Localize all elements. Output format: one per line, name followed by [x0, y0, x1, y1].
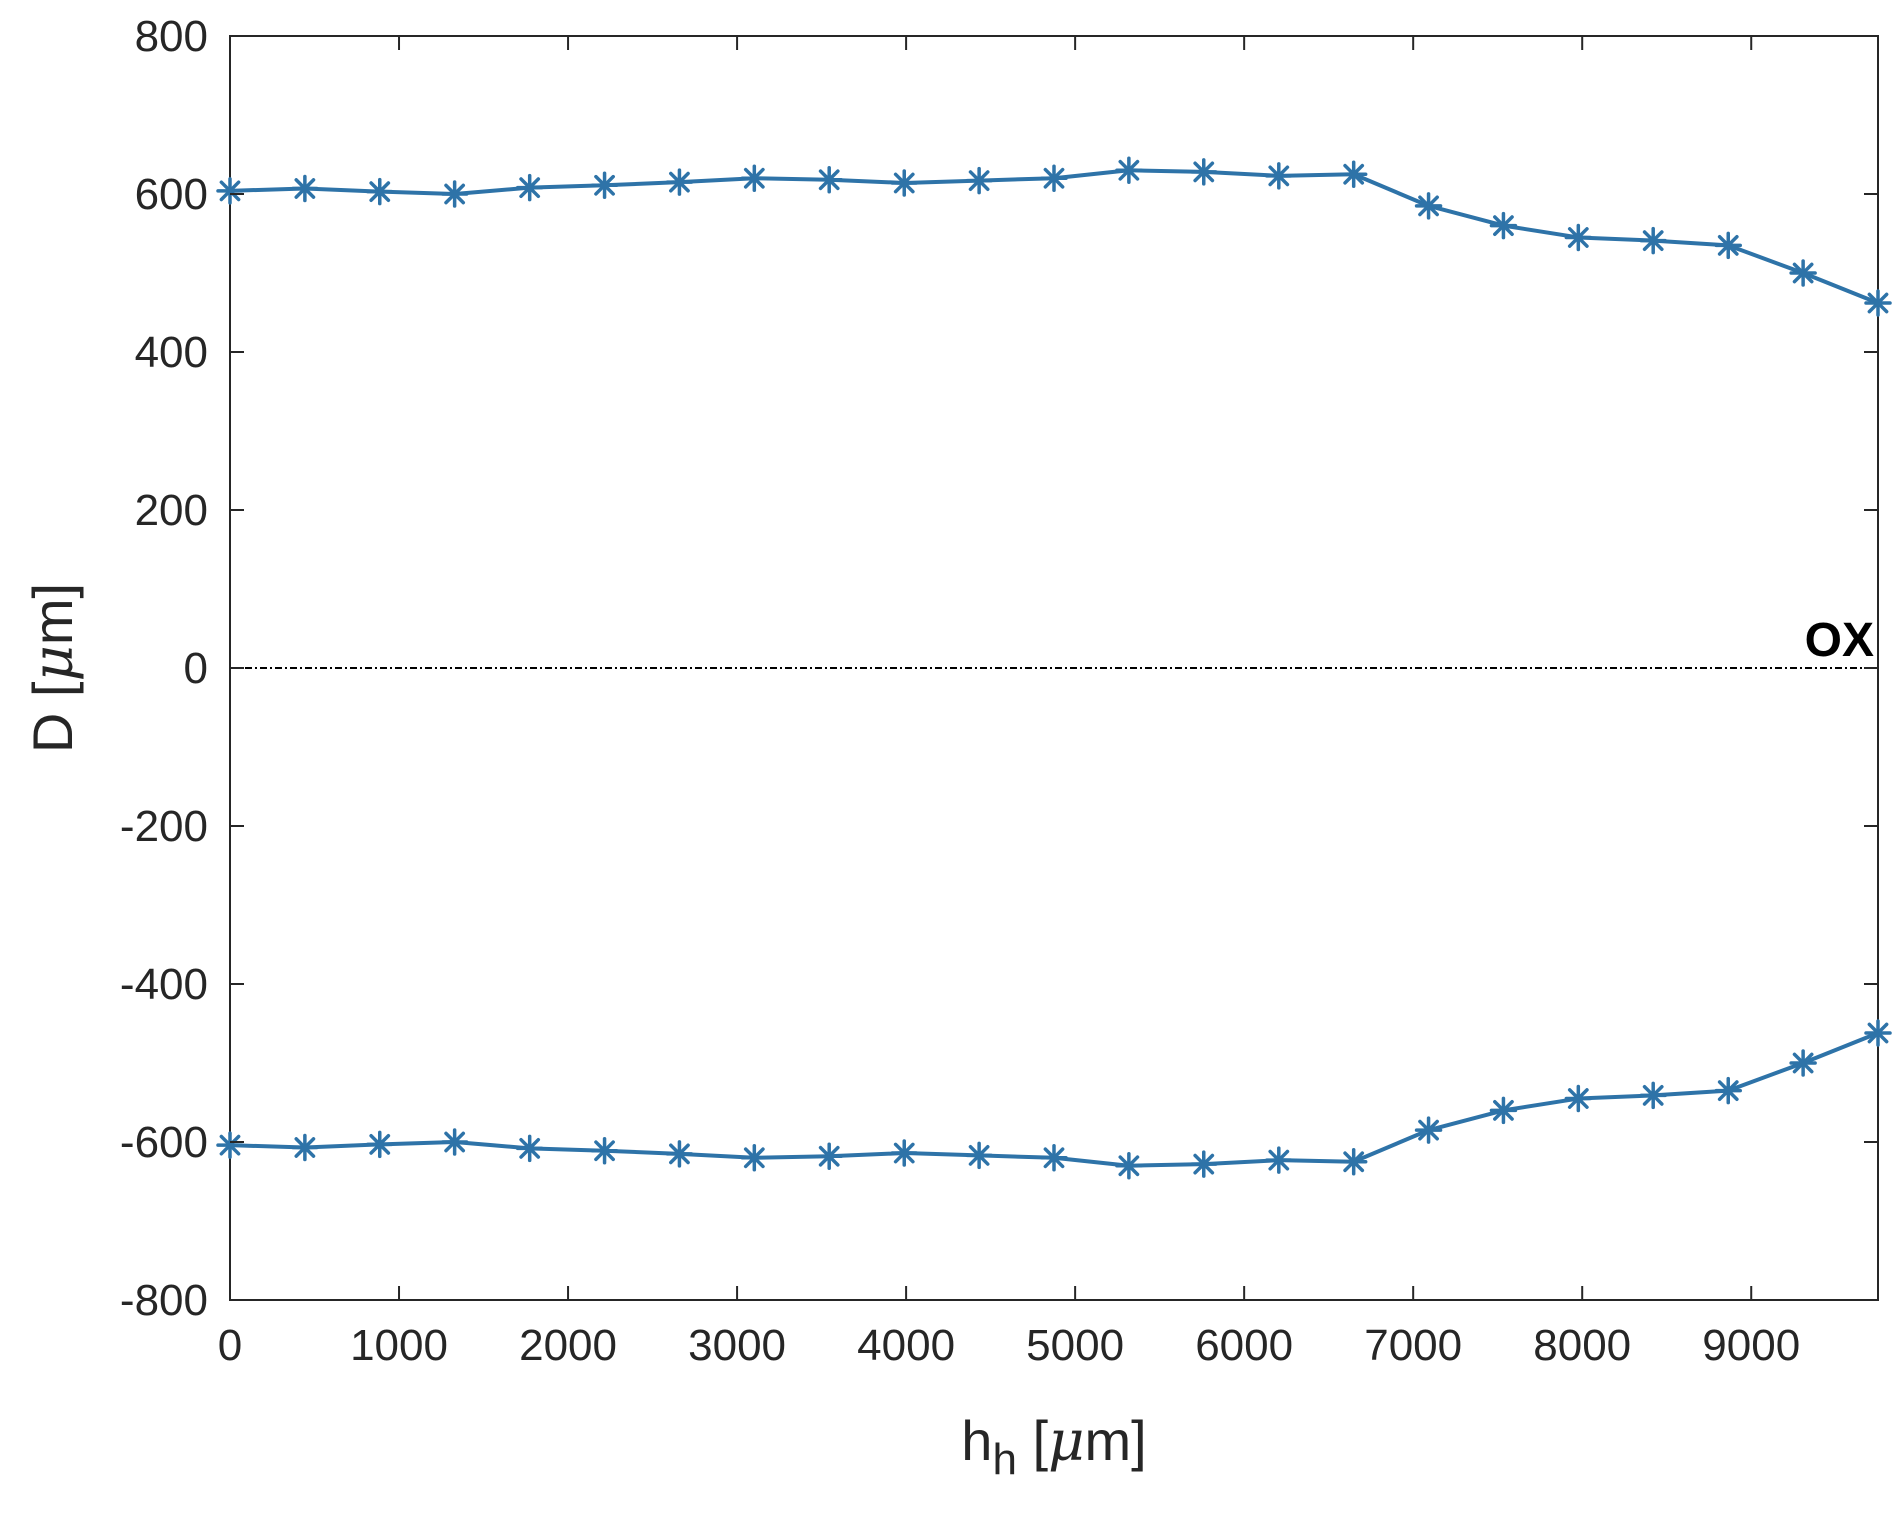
y-axis-title-main: D [ — [21, 681, 84, 753]
data-point-marker — [590, 171, 619, 200]
data-point-marker — [440, 1128, 469, 1156]
data-point-marker — [1714, 1076, 1742, 1105]
series-lower — [216, 1019, 1892, 1180]
data-point-marker — [740, 164, 769, 192]
data-point-marker — [291, 1133, 319, 1162]
data-point-marker — [1115, 1151, 1143, 1180]
data-point-marker — [1040, 164, 1068, 192]
data-point-marker — [1489, 1096, 1518, 1125]
x-tick-label: 4000 — [857, 1321, 955, 1370]
data-point-marker — [815, 166, 843, 194]
y-axis-title: D [μm] — [21, 583, 86, 753]
data-point-marker — [1339, 1148, 1368, 1176]
data-point-marker — [1639, 1081, 1667, 1110]
y-tick-label: -800 — [120, 1276, 208, 1325]
data-point-marker — [1339, 160, 1368, 188]
y-tick-label: 400 — [135, 328, 208, 377]
data-point-marker — [1115, 156, 1143, 185]
data-point-marker — [1489, 211, 1518, 240]
x-tick-label: 8000 — [1533, 1321, 1631, 1370]
x-axis-title-unit-open: [ — [1017, 1409, 1049, 1472]
data-point-marker — [1864, 1019, 1892, 1047]
x-axis-title-main: h — [961, 1409, 992, 1472]
x-axis-title-unit-rest: m] — [1084, 1409, 1146, 1472]
data-point-marker — [1789, 259, 1817, 287]
x-tick-label: 9000 — [1702, 1321, 1800, 1370]
data-point-marker — [1040, 1144, 1068, 1172]
data-point-marker — [1789, 1049, 1817, 1077]
labels-layer: OX hh [μm] D [μm] — [21, 583, 1874, 1484]
data-point-marker — [1190, 1150, 1218, 1178]
data-point-marker — [590, 1136, 619, 1165]
series-upper — [216, 156, 1892, 317]
data-point-marker — [965, 1141, 993, 1170]
data-point-marker — [291, 174, 319, 203]
x-tick-label: 2000 — [519, 1321, 617, 1370]
data-point-marker — [815, 1142, 843, 1170]
data-point-marker — [216, 1131, 244, 1159]
x-tick-label: 7000 — [1364, 1321, 1462, 1370]
data-point-marker — [1714, 231, 1742, 260]
x-axis-title: hh [μm] — [961, 1409, 1146, 1484]
data-point-marker — [665, 168, 694, 196]
data-point-marker — [1864, 289, 1892, 317]
data-point-marker — [1265, 162, 1293, 190]
y-tick-label: 0 — [184, 644, 208, 693]
ticks-layer: 0 1000 2000 3000 4000 5000 6000 7000 8000 9000800… — [120, 12, 1878, 1370]
data-point-marker — [1414, 192, 1443, 220]
y-axis-title-mu: μ — [21, 645, 86, 681]
x-tick-label: 5000 — [1026, 1321, 1124, 1370]
y-tick-label: 600 — [135, 170, 208, 219]
data-point-marker — [1265, 1146, 1293, 1174]
y-tick-label: 200 — [135, 486, 208, 535]
x-tick-label: 3000 — [688, 1321, 786, 1370]
data-point-marker — [366, 1130, 394, 1159]
data-point-marker — [740, 1144, 769, 1172]
data-point-marker — [216, 177, 244, 205]
y-axis-title-unit-rest: m] — [21, 583, 84, 645]
data-point-marker — [515, 1134, 544, 1163]
series-layer — [216, 156, 1892, 1180]
data-point-marker — [1190, 158, 1218, 186]
data-point-marker — [1639, 226, 1667, 255]
x-axis-title-subscript: h — [992, 1435, 1016, 1484]
data-point-marker — [890, 1139, 918, 1167]
data-point-marker — [1414, 1116, 1443, 1144]
data-point-marker — [515, 173, 544, 202]
data-point-marker — [1564, 223, 1593, 252]
data-point-marker — [366, 177, 394, 206]
y-tick-label: -600 — [120, 1118, 208, 1167]
reference-line-label: OX — [1805, 614, 1874, 667]
x-tick-label: 1000 — [350, 1321, 448, 1370]
x-tick-label: 6000 — [1195, 1321, 1293, 1370]
y-tick-label: -400 — [120, 960, 208, 1009]
x-tick-label: 0 — [218, 1321, 242, 1370]
data-point-marker — [965, 166, 993, 195]
y-tick-label: 800 — [135, 12, 208, 61]
x-axis-title-mu: μ — [1048, 1409, 1084, 1474]
data-point-marker — [440, 180, 469, 208]
data-point-marker — [890, 169, 918, 197]
data-point-marker — [1564, 1084, 1593, 1113]
y-tick-label: -200 — [120, 802, 208, 851]
data-point-marker — [665, 1140, 694, 1168]
